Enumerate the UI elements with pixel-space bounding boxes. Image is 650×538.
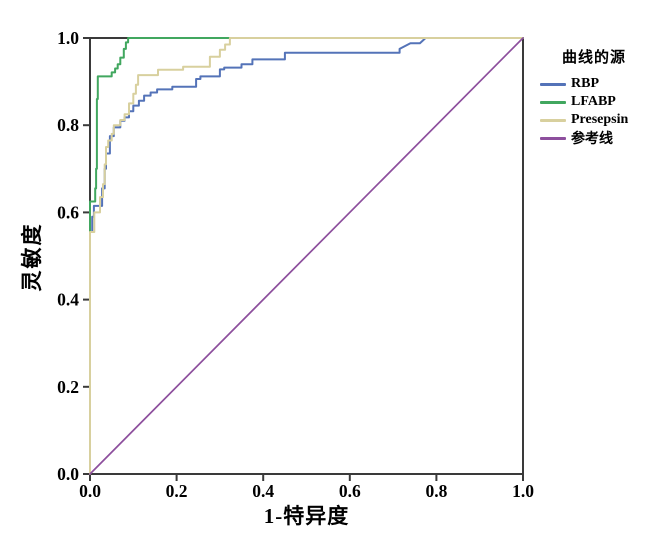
legend: 曲线的源 RBP LFABP Presepsin 参考线 <box>540 46 648 147</box>
legend-label-lfabp: LFABP <box>571 94 616 109</box>
legend-item-reference-line: 参考线 <box>540 129 648 147</box>
legend-label-rbp: RBP <box>571 76 599 91</box>
legend-item-lfabp: LFABP <box>540 93 648 111</box>
y-axis-title: 灵敏度 <box>20 222 44 292</box>
legend-swatch-reference-line <box>540 136 566 140</box>
x-tick-label: 0.0 <box>79 481 101 501</box>
y-tick-label: 0.8 <box>57 115 79 135</box>
series-reference-line <box>89 37 524 475</box>
y-tick-label: 0.4 <box>57 290 79 310</box>
legend-swatch-lfabp <box>540 100 566 104</box>
legend-swatch-presepsin <box>540 118 566 122</box>
legend-label-presepsin: Presepsin <box>571 112 629 127</box>
legend-title: 曲线的源 <box>561 50 626 66</box>
series-lfabp <box>89 37 524 475</box>
legend-items: RBP LFABP Presepsin 参考线 <box>540 75 648 147</box>
y-tick-label: 0.6 <box>57 202 79 222</box>
x-axis-title: 1-特异度 <box>263 504 350 528</box>
x-tick-label: 0.4 <box>252 481 274 501</box>
y-tick-label: 0.0 <box>57 464 79 484</box>
x-tick-label: 1.0 <box>512 481 534 501</box>
legend-item-rbp: RBP <box>540 75 648 93</box>
legend-swatch-rbp <box>540 82 566 86</box>
series-presepsin <box>89 37 524 475</box>
x-tick-label: 0.6 <box>339 481 361 501</box>
legend-item-presepsin: Presepsin <box>540 111 648 129</box>
x-tick-label: 0.2 <box>166 481 188 501</box>
y-tick-label: 0.2 <box>57 377 79 397</box>
legend-label-reference-line: 参考线 <box>571 132 613 147</box>
x-tick-label: 0.8 <box>425 481 447 501</box>
y-tick-label: 1.0 <box>57 28 79 48</box>
